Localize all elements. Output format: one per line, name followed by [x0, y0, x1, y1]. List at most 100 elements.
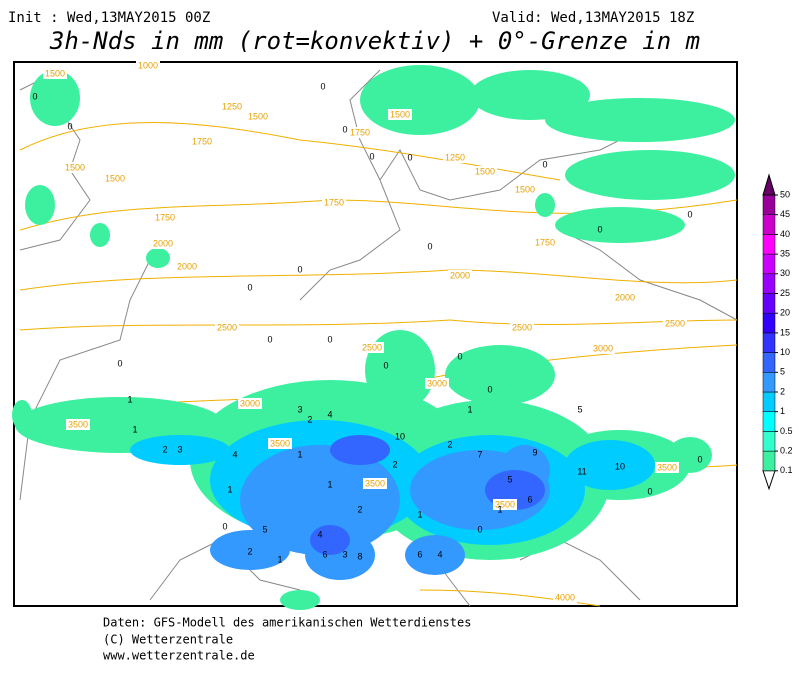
contour-label: 1250	[222, 101, 242, 111]
precip-label: 0	[32, 91, 37, 101]
precip-label: 0	[647, 486, 652, 496]
contour-label: 1750	[324, 197, 344, 207]
precip-label: 1	[467, 404, 472, 414]
precip-label: 4	[317, 529, 322, 539]
colorbar-swatch	[762, 293, 776, 314]
precip-label: 0	[407, 152, 412, 162]
contour-label-bg	[443, 152, 467, 163]
precip-label: 6	[527, 494, 532, 504]
colorbar-label: 15	[780, 327, 790, 337]
precip-label: 8	[357, 551, 362, 561]
precip-label: 0	[297, 264, 302, 274]
init-time: Init : Wed,13MAY2015 00Z	[8, 10, 210, 26]
precip-label: 10	[395, 431, 405, 441]
precip-label: 0	[369, 151, 374, 161]
contour-label: 1250	[445, 152, 465, 162]
contour-label: 3000	[427, 378, 447, 388]
contour-label: 1750	[155, 212, 175, 222]
contour-label-bg	[136, 60, 160, 71]
colorbar-swatch	[762, 273, 776, 294]
contour-label-bg	[448, 270, 472, 281]
precip-label: 0	[477, 524, 482, 534]
colorbar-label: 0.2	[780, 445, 793, 455]
precip-label: 0	[320, 81, 325, 91]
colorbar-swatch	[762, 214, 776, 235]
colorbar-swatch	[762, 372, 776, 393]
footer-copyright: (C) Wetterzentrale	[103, 633, 233, 647]
precip-label: 1	[297, 449, 302, 459]
precip-label: 1	[497, 504, 502, 514]
contour-label-bg	[151, 238, 175, 249]
precip-label: 1	[417, 509, 422, 519]
contour-label: 2500	[217, 322, 237, 332]
precip-label: 5	[507, 474, 512, 484]
contour-label-bg	[553, 592, 577, 603]
contour-label: 2000	[177, 261, 197, 271]
contour-label-bg	[533, 237, 557, 248]
precip-label: 0	[327, 334, 332, 344]
contour-label: 3500	[68, 419, 88, 429]
contour-label: 2000	[615, 292, 635, 302]
colorbar-swatch	[762, 411, 776, 432]
precip-label: 1	[132, 424, 137, 434]
colorbar-label: 10	[780, 347, 790, 357]
contour-label: 1750	[192, 136, 212, 146]
contour-label-bg	[348, 127, 372, 138]
colorbar-swatch	[762, 194, 776, 215]
precip-label: 2	[447, 439, 452, 449]
contour-label-bg	[246, 111, 270, 122]
precip-label: 4	[232, 449, 237, 459]
contour-label-bg	[238, 398, 262, 409]
precip-label: 3	[297, 404, 302, 414]
valid-time: Valid: Wed,13MAY2015 18Z	[492, 10, 694, 26]
contour-label: 1000	[138, 60, 158, 70]
contour-label: 3500	[495, 499, 515, 509]
precip-label: 2	[307, 414, 312, 424]
contour-label: 2000	[450, 270, 470, 280]
colorbar-max-cap	[762, 173, 776, 196]
colorbar-label: 30	[780, 268, 790, 278]
precip-label: 1	[127, 394, 132, 404]
colorbar-label: 40	[780, 229, 790, 239]
contour-label: 1500	[515, 184, 535, 194]
precip-label: 0	[687, 209, 692, 219]
precip-label: 0	[222, 521, 227, 531]
precip-label: 4	[327, 409, 332, 419]
contour-label-bg	[103, 173, 127, 184]
precip-label: 0	[457, 351, 462, 361]
colorbar-swatch	[762, 332, 776, 353]
precip-label: 6	[417, 549, 422, 559]
contour-label-bg	[43, 68, 67, 79]
colorbar-label: 45	[780, 209, 790, 219]
contour-label-bg	[322, 197, 346, 208]
map-title: 3h-Nds in mm (rot=konvektiv) + 0°-Grenze…	[49, 27, 700, 55]
contour-label-bg	[360, 342, 384, 353]
precip-label: 3	[342, 549, 347, 559]
precip-label: 1	[327, 479, 332, 489]
contour-label-bg	[473, 166, 497, 177]
contour-label-bg	[425, 378, 449, 389]
precip-label: 0	[247, 282, 252, 292]
contour-label-bg	[190, 136, 214, 147]
contour-label: 1500	[475, 166, 495, 176]
contour-label-bg	[363, 478, 387, 489]
colorbar-label: 5	[780, 367, 785, 377]
contour-label-bg	[493, 499, 517, 510]
contour-label-bg	[268, 438, 292, 449]
map-area: 1500100012501500175015001500175020001750…	[12, 60, 738, 610]
contour-label: 4000	[555, 592, 575, 602]
precip-label: 0	[542, 159, 547, 169]
contour-label: 3500	[270, 438, 290, 448]
contour-label: 1750	[535, 237, 555, 247]
footer-url: www.wetterzentrale.de	[103, 649, 255, 663]
precip-very-heavy	[310, 435, 545, 555]
contour-label: 3000	[593, 343, 613, 353]
contour-label: 2500	[665, 318, 685, 328]
contour-label-bg	[510, 322, 534, 333]
precip-label: 0	[383, 360, 388, 370]
precip-label: 1	[227, 484, 232, 494]
colorbar-label: 20	[780, 308, 790, 318]
precip-label: 0	[342, 124, 347, 134]
contour-label: 1500	[105, 173, 125, 183]
